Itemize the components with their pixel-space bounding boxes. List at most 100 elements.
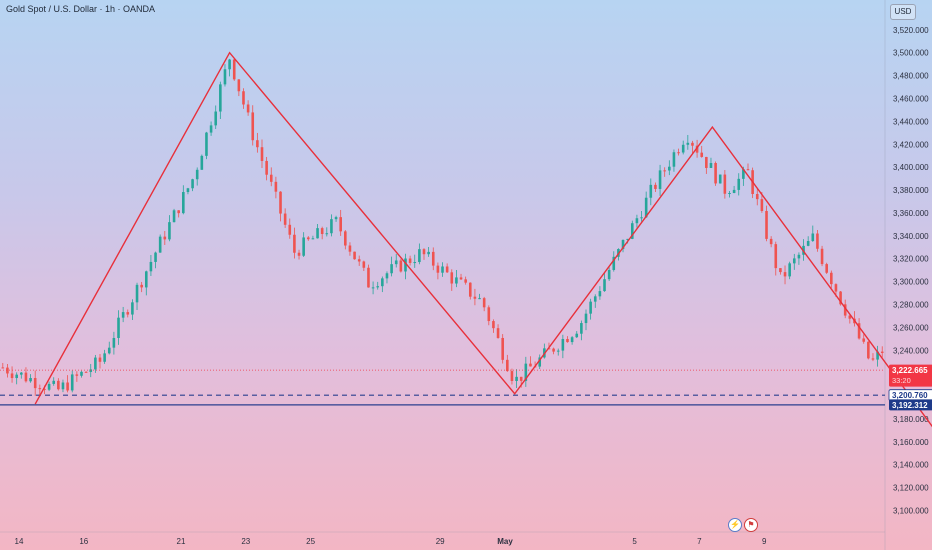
candle-up <box>209 125 213 133</box>
candle-up <box>144 271 148 288</box>
candle-down <box>260 147 264 161</box>
x-tick-label: 14 <box>15 537 24 546</box>
candle-up <box>186 188 190 193</box>
candle-up <box>117 317 120 338</box>
candle-down <box>774 244 778 269</box>
candle-up <box>630 223 634 239</box>
flash-icon[interactable]: ⚡ <box>728 518 742 532</box>
y-tick-label: 3,480.000 <box>893 72 929 81</box>
candle-down <box>654 184 657 189</box>
candle-up <box>575 333 579 338</box>
candle-up <box>427 251 430 255</box>
candle-up <box>718 174 722 184</box>
candle-down <box>297 252 301 256</box>
candle-down <box>98 357 102 362</box>
candle-down <box>529 363 532 367</box>
candle-up <box>607 269 611 280</box>
currency-selector[interactable]: USD <box>890 4 916 20</box>
candle-up <box>640 217 643 219</box>
candle-down <box>487 307 491 322</box>
candle-up <box>228 59 231 70</box>
candle-down <box>320 228 324 235</box>
candle-down <box>506 359 509 372</box>
y-tick-label: 3,240.000 <box>893 346 929 355</box>
candle-down <box>779 268 782 273</box>
candle-down <box>66 382 69 391</box>
x-tick-label: 5 <box>632 537 637 546</box>
candle-up <box>223 69 227 85</box>
candle-down <box>33 378 37 389</box>
candle-down <box>57 380 60 390</box>
candle-down <box>566 338 569 343</box>
candle-down <box>783 272 787 277</box>
candle-up <box>644 197 648 218</box>
candle-down <box>436 265 440 273</box>
candle-up <box>603 279 606 292</box>
candle-down <box>450 272 454 284</box>
candle-down <box>357 259 361 262</box>
candle-down <box>251 112 255 141</box>
candles-group <box>1 58 893 397</box>
candle-up <box>538 357 542 367</box>
candle-up <box>182 192 185 214</box>
y-tick-label: 3,280.000 <box>893 300 929 309</box>
candle-up <box>29 378 32 382</box>
candle-down <box>464 279 467 283</box>
candle-up <box>195 169 199 180</box>
candle-down <box>552 348 555 352</box>
candle-up <box>381 278 384 287</box>
candle-down <box>691 142 694 146</box>
candle-up <box>811 233 815 242</box>
candle-up <box>89 369 93 372</box>
candle-down <box>871 358 875 360</box>
candle-down <box>857 323 861 339</box>
candle-down <box>880 351 884 353</box>
candle-down <box>890 341 893 342</box>
candle-down <box>755 194 759 200</box>
y-tick-label: 3,500.000 <box>893 49 929 58</box>
candle-up <box>135 284 139 303</box>
candle-down <box>510 371 514 381</box>
candle-up <box>737 178 741 190</box>
x-tick-label: May <box>497 537 513 546</box>
candle-down <box>75 374 79 376</box>
candle-up <box>94 357 97 370</box>
candle-down <box>274 181 278 192</box>
candle-up <box>61 382 65 390</box>
candle-down <box>177 210 180 214</box>
candle-down <box>705 156 708 168</box>
y-tick-label: 3,260.000 <box>893 323 929 332</box>
candle-up <box>334 217 338 220</box>
us-flag-icon[interactable]: ⚑ <box>744 518 758 532</box>
y-tick-label: 3,380.000 <box>893 186 929 195</box>
candle-up <box>728 192 731 194</box>
candle-down <box>714 163 717 184</box>
candle-up <box>672 152 676 167</box>
y-tick-label: 3,320.000 <box>893 255 929 264</box>
candle-down <box>6 367 9 374</box>
candle-down <box>126 312 130 315</box>
candle-down <box>367 267 370 288</box>
candle-up <box>668 166 671 171</box>
candle-down <box>422 249 426 255</box>
y-tick-label: 3,180.000 <box>893 415 929 424</box>
x-tick-label: 9 <box>762 537 767 546</box>
x-tick-label: 7 <box>697 537 702 546</box>
solid-support-tag-label: 3,192.312 <box>892 401 928 410</box>
y-tick-label: 3,140.000 <box>893 461 929 470</box>
candle-up <box>649 184 653 198</box>
candle-down <box>306 237 310 240</box>
candle-down <box>519 376 523 381</box>
candle-down <box>269 174 273 182</box>
candle-down <box>445 266 449 273</box>
candle-down <box>237 79 241 92</box>
candle-up <box>876 351 879 360</box>
candle-down <box>283 213 287 225</box>
candle-up <box>598 291 602 297</box>
candle-down <box>820 248 824 265</box>
candle-up <box>788 263 791 277</box>
candle-up <box>20 372 23 375</box>
candle-up <box>15 374 18 379</box>
candle-down <box>399 260 403 272</box>
